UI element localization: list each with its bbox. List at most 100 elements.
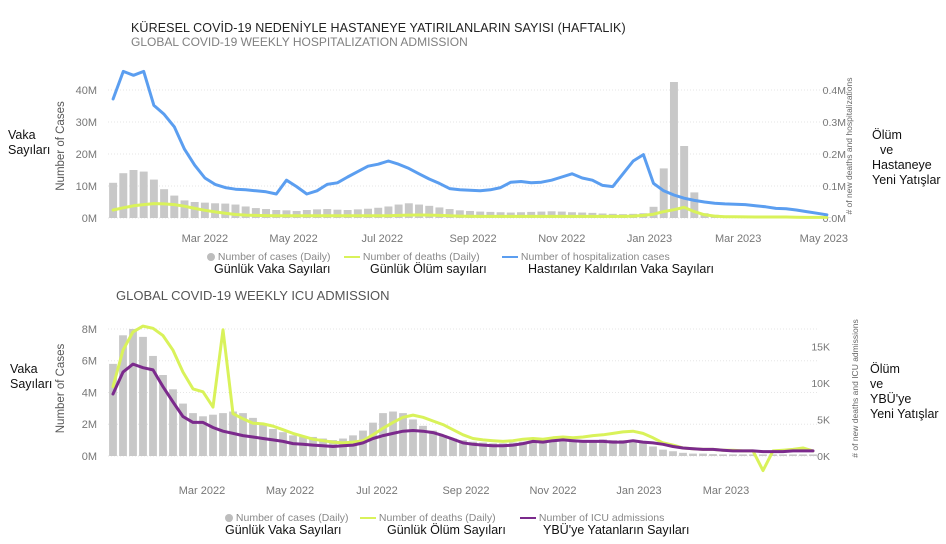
bar <box>119 335 127 456</box>
bar <box>579 440 587 456</box>
bar <box>129 170 138 218</box>
hosp-title-tr: KÜRESEL COVİD-19 NEDENİYLE HASTANEYE YAT… <box>131 21 626 35</box>
bar <box>439 435 447 456</box>
bar <box>374 207 383 218</box>
legend-tr-icu-bottom: YBÜ'ye Yatanların Sayıları <box>543 523 690 537</box>
bar <box>469 441 477 456</box>
y-tick-label: 20M <box>76 149 97 161</box>
bar <box>269 429 277 456</box>
bar <box>404 203 413 218</box>
y2-tick-label: 0.3M <box>823 117 846 129</box>
bar <box>509 442 517 456</box>
bar <box>119 173 128 218</box>
y-tick-label: 0M <box>82 451 97 463</box>
bar <box>639 441 647 456</box>
bar <box>445 209 454 218</box>
y-tick-label: 0M <box>82 213 97 225</box>
y-tick-label: 30M <box>76 117 97 129</box>
x-tick-label: Nov 2022 <box>538 233 585 245</box>
bar <box>190 202 199 218</box>
bar <box>149 355 157 456</box>
legend-tr-hosp-top: Hastaney Kaldırılan Vaka Sayıları <box>528 262 714 276</box>
bar <box>323 209 332 218</box>
bar <box>489 443 497 456</box>
x-tick-label: Jul 2022 <box>362 233 404 245</box>
icu-title: GLOBAL COVID-19 WEEKLY ICU ADMISSION <box>116 288 390 303</box>
bar <box>384 206 393 218</box>
y2-tick-label: 10K <box>811 378 830 390</box>
series-line-number-of-icu-admissions <box>111 362 815 454</box>
x-tick-label: Mar 2023 <box>715 233 761 245</box>
bar <box>149 179 158 218</box>
bar <box>425 205 434 218</box>
legend-line-icon <box>360 517 376 520</box>
bar <box>599 439 607 456</box>
legend-item-cases-top[interactable]: Number of cases (Daily) <box>207 251 331 263</box>
legend-dot-icon <box>225 514 233 523</box>
bar <box>419 425 427 456</box>
y-tick-label: 8M <box>82 324 97 336</box>
legend-item-hosp-top[interactable]: Number of hospitalization cases <box>502 251 670 263</box>
bar <box>569 441 577 456</box>
bar <box>649 446 657 456</box>
bar <box>399 413 407 456</box>
bar <box>649 206 658 218</box>
x-tick-label: Mar 2022 <box>179 485 225 497</box>
bar <box>739 454 747 456</box>
x-tick-label: Jan 2023 <box>616 485 661 497</box>
legend-item-icu-bottom[interactable]: Number of ICU admissions <box>520 512 664 524</box>
y2-tick-label: 15K <box>811 342 830 354</box>
y2-tick-label: 0.4M <box>823 85 846 97</box>
bar <box>559 441 567 456</box>
legend-item-deaths-bottom[interactable]: Number of deaths (Daily) <box>360 512 496 524</box>
x-tick-label: Nov 2022 <box>529 485 576 497</box>
bar <box>109 182 118 218</box>
bar <box>557 211 566 218</box>
bar <box>282 210 291 218</box>
bar <box>729 454 737 456</box>
bar <box>170 195 179 218</box>
series-line-number-of-hospitalization-cases <box>111 69 829 217</box>
bar <box>364 208 373 218</box>
bar <box>139 171 148 218</box>
bar <box>199 416 207 456</box>
left-label-top: Vaka Sayıları <box>8 128 51 157</box>
legend-dot-icon <box>207 253 215 262</box>
bar <box>680 146 689 218</box>
bar <box>189 413 197 456</box>
bar <box>769 454 777 456</box>
bar <box>749 454 757 456</box>
y-tick-label: 10M <box>76 181 97 193</box>
legend-tr-cases-top: Günlük Vaka Sayıları <box>214 262 331 276</box>
bar <box>499 443 507 456</box>
y-tick-label: 40M <box>76 85 97 97</box>
y2-tick-label: 0.2M <box>823 149 846 161</box>
x-tick-label: Mar 2022 <box>182 233 228 245</box>
bar <box>139 336 147 456</box>
bar <box>129 328 137 456</box>
legend-item-cases-bottom[interactable]: Number of cases (Daily) <box>225 512 349 524</box>
right-label-top: Ölüm ve Hastaneye Yeni Yatışlar <box>872 128 941 187</box>
bar <box>329 440 337 456</box>
y-tick-label: 2M <box>82 419 97 431</box>
chart-icu: 0M 2M 4M 6M 8M 0K 5K 10K 15K Number of Cases # of … <box>55 319 860 497</box>
bar <box>313 209 322 218</box>
bar <box>789 454 797 456</box>
bar <box>759 454 767 456</box>
bar <box>169 389 177 456</box>
bar <box>669 451 677 456</box>
y2-axis-title: # of new deaths and hospitalizations <box>844 77 854 214</box>
x-tick-label: Sep 2022 <box>442 485 489 497</box>
bar <box>394 204 403 218</box>
y-axis-title: Number of Cases <box>55 344 67 434</box>
x-tick-label: Sep 2022 <box>450 233 497 245</box>
bar <box>589 440 597 456</box>
left-label-bottom: Vaka Sayıları <box>10 362 53 391</box>
legend-item-deaths-top[interactable]: Number of deaths (Daily) <box>344 251 480 263</box>
bar <box>231 204 240 218</box>
x-tick-label: Jan 2023 <box>627 233 672 245</box>
bar <box>476 211 485 218</box>
series-line-number-of-deaths-daily- <box>111 202 829 219</box>
bar <box>619 440 627 456</box>
